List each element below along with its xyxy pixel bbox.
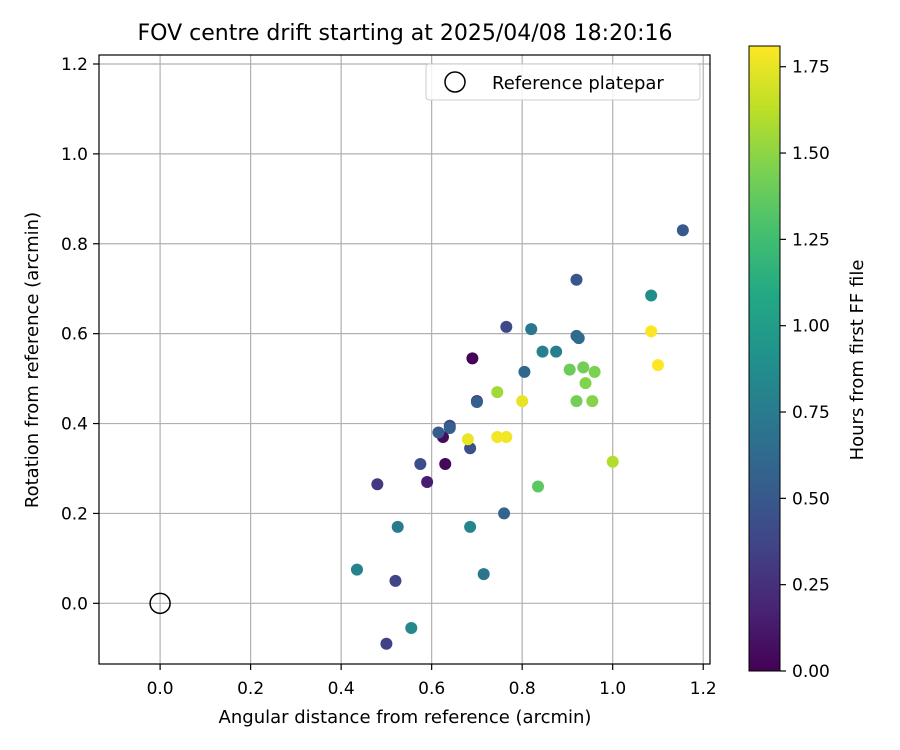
y-tick-label: 1.2 [61, 55, 88, 75]
data-point [516, 395, 529, 408]
y-axis-label: Rotation from reference (arcmin) [22, 212, 43, 508]
reference-marker [149, 592, 171, 615]
y-axis-ticks: 0.0 0.2 0.4 0.6 0.8 1.0 1.2 [61, 55, 99, 614]
data-point [588, 365, 601, 378]
data-point [532, 480, 545, 493]
data-point [414, 457, 427, 470]
data-point [645, 325, 658, 338]
data-point [676, 224, 689, 237]
data-point [470, 395, 483, 408]
data-point [464, 442, 477, 455]
data-point [432, 426, 445, 439]
y-tick-label: 0.2 [61, 504, 88, 524]
x-tick-label: 0.4 [328, 679, 355, 699]
colorbar-tick-label: 1.50 [792, 144, 830, 164]
reference-marker-group [149, 592, 171, 615]
data-point [550, 345, 563, 358]
y-tick-label: 0.4 [61, 415, 88, 435]
x-axis-label: Angular distance from reference (arcmin) [219, 707, 592, 728]
data-point [466, 352, 479, 365]
colorbar-label: Hours from first FF file [847, 260, 868, 461]
legend: Reference platepar [425, 63, 701, 101]
legend-label: Reference platepar [492, 73, 664, 94]
data-point [645, 289, 658, 302]
data-point [477, 568, 490, 581]
grid [99, 55, 710, 664]
legend-marker-icon [444, 71, 466, 93]
data-point [439, 457, 452, 470]
data-point [606, 455, 619, 468]
colorbar-tick-label: 1.25 [792, 230, 830, 250]
data-point [491, 386, 504, 399]
data-point [500, 431, 513, 444]
x-tick-label: 1.2 [690, 679, 717, 699]
colorbar-tick-label: 1.00 [792, 317, 830, 337]
y-tick-label: 0.0 [61, 594, 88, 614]
colorbar-ticks: 0.00 0.25 0.50 0.75 1.00 1.25 1.50 1.75 [780, 58, 830, 682]
legend-box [425, 63, 701, 101]
data-point [491, 431, 504, 444]
data-point [651, 359, 664, 372]
data-point [461, 433, 474, 446]
data-point [563, 363, 576, 376]
data-point [586, 395, 599, 408]
colorbar: 0.00 0.25 0.50 0.75 1.00 1.25 1.50 1.75 Hours f… [748, 45, 868, 682]
data-point [498, 507, 511, 520]
data-point [421, 475, 434, 488]
data-point [443, 422, 456, 435]
y-tick-label: 0.6 [61, 325, 88, 345]
colorbar-tick-label: 0.25 [792, 576, 830, 596]
data-point [536, 345, 549, 358]
data-points [350, 224, 689, 650]
chart-title: FOV centre drift starting at 2025/04/08 … [138, 21, 673, 46]
data-point [570, 395, 583, 408]
colorbar-tick-label: 0.75 [792, 403, 830, 423]
data-point [350, 563, 363, 576]
data-point [391, 520, 404, 533]
data-point [371, 478, 384, 491]
data-point [570, 273, 583, 286]
colorbar-tick-label: 1.75 [792, 58, 830, 78]
colorbar-tick-label: 0.50 [792, 489, 830, 509]
data-point [380, 637, 393, 650]
data-point [525, 323, 538, 336]
x-axis-ticks: 0.0 0.2 0.4 0.6 0.8 1.0 1.2 [147, 664, 717, 699]
colorbar-tick-label: 0.00 [792, 662, 830, 682]
x-tick-label: 0.2 [237, 679, 264, 699]
data-point [389, 574, 402, 587]
data-point [464, 520, 477, 533]
data-point [500, 320, 513, 333]
x-tick-label: 0.8 [509, 679, 536, 699]
plot-frame [98, 54, 711, 665]
x-tick-label: 0.6 [418, 679, 445, 699]
x-tick-label: 1.0 [599, 679, 626, 699]
colorbar-gradient [748, 45, 781, 672]
data-point [405, 622, 418, 635]
data-point [518, 365, 531, 378]
y-tick-label: 0.8 [61, 235, 88, 255]
data-point [579, 377, 592, 390]
data-point [572, 332, 585, 345]
x-tick-label: 0.0 [147, 679, 174, 699]
y-tick-label: 1.0 [61, 145, 88, 165]
data-point [577, 361, 590, 374]
